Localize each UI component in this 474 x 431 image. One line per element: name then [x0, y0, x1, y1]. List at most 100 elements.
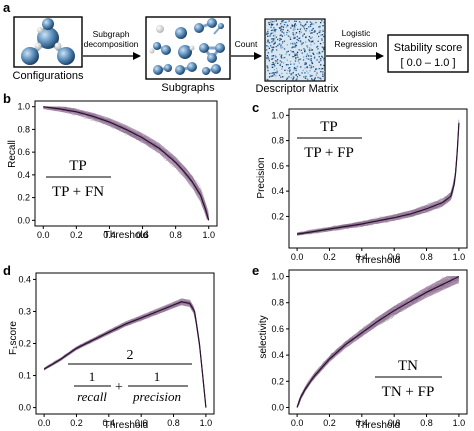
matrix-cell [295, 24, 297, 26]
subgraphs-label: Subgraphs [161, 82, 215, 94]
matrix-cell [289, 69, 291, 71]
matrix-cell [306, 21, 308, 23]
y-tick-label: 0.8 [17, 124, 30, 134]
y-tick-label: 0.3 [18, 306, 31, 316]
matrix-cell [308, 40, 311, 42]
y-tick-label: 0.2 [17, 193, 30, 203]
run-line-d [43, 303, 207, 408]
matrix-cell [273, 39, 275, 41]
matrix-cell [270, 21, 272, 23]
matrix-cell [281, 46, 284, 48]
matrix-cell [270, 45, 272, 47]
matrix-cell [322, 47, 325, 49]
matrix-cell [286, 51, 288, 53]
matrix-cell [276, 23, 278, 25]
matrix-cell [319, 59, 321, 61]
matrix-cell [274, 31, 276, 33]
matrix-cell [280, 55, 282, 57]
matrix-cell [305, 57, 308, 59]
matrix-cell [281, 54, 283, 56]
formula-e-denominator: TN + FP [382, 384, 435, 400]
run-line-e [296, 279, 459, 408]
x-tick-label: 0.8 [169, 230, 182, 240]
matrix-cell [280, 34, 282, 36]
x-tick-label: 0.6 [388, 418, 401, 428]
band-e [297, 276, 459, 408]
y-tick-label: 0.4 [18, 274, 31, 284]
matrix-cell [286, 77, 289, 79]
matrix-cell [293, 69, 295, 71]
matrix-cell [292, 51, 294, 53]
configurations-molecule-icon [21, 18, 75, 65]
y-tick-label: 0.2 [271, 376, 284, 386]
matrix-cell [309, 70, 311, 72]
matrix-cell [267, 67, 269, 70]
matrix-cell [299, 37, 301, 39]
matrix-cell [271, 58, 273, 60]
matrix-cell [309, 51, 311, 53]
run-line-b [43, 106, 209, 221]
matrix-cell [323, 58, 325, 60]
matrix-cell [272, 61, 274, 64]
matrix-cell [293, 46, 295, 48]
matrix-cell [306, 70, 308, 72]
run-line-b [43, 106, 209, 220]
y-tick-label: 0.6 [17, 147, 30, 157]
panel-letter-b: b [3, 91, 11, 106]
run-line-e [296, 277, 459, 408]
run-line-e [296, 277, 459, 408]
matrix-cell [266, 32, 268, 34]
formula-d-right-denominator: precision [132, 389, 181, 404]
matrix-cell [297, 73, 300, 75]
matrix-cell [296, 38, 298, 41]
regression-label-line1: Logistic [342, 28, 372, 38]
matrix-cell [323, 46, 325, 48]
regression-label-line2: Regression [335, 39, 378, 49]
x-tick-label: 0.0 [291, 252, 304, 262]
matrix-cell [282, 28, 284, 31]
matrix-cell [305, 55, 308, 57]
matrix-cell [268, 22, 270, 24]
run-line-b [43, 106, 209, 218]
matrix-cell [291, 47, 293, 49]
matrix-cell [319, 77, 321, 79]
matrix-cell [273, 75, 275, 77]
matrix-cell [280, 30, 282, 32]
matrix-cell [266, 66, 269, 68]
matrix-cell [320, 34, 323, 36]
band-d [44, 298, 206, 408]
matrix-cell [317, 48, 319, 50]
matrix-cell [267, 69, 269, 72]
panel-letter-d: d [3, 263, 11, 278]
formula-e: TN TN + FP [375, 358, 442, 400]
matrix-cell [302, 59, 305, 61]
formula-c-numerator: TP [320, 119, 338, 135]
matrix-cell [302, 42, 304, 44]
descriptor-matrix-pattern [266, 20, 326, 81]
matrix-cell [286, 72, 288, 75]
matrix-cell [288, 54, 291, 56]
matrix-cell [309, 25, 312, 27]
matrix-cell [301, 72, 303, 74]
matrix-cell [310, 66, 313, 68]
matrix-cell [273, 73, 276, 75]
matrix-cell [287, 35, 290, 37]
matrix-cell [321, 20, 323, 22]
matrix-cell [273, 66, 275, 68]
matrix-cell [280, 28, 282, 31]
matrix-cell [322, 71, 324, 73]
matrix-cell [305, 62, 307, 64]
x-tick-label: 0.6 [135, 418, 148, 428]
matrix-cell [266, 49, 268, 51]
matrix-cell [323, 70, 325, 73]
recall-chart: b Recall Threshold TP TP + FN 0.0 0.2 0.4 0… [3, 91, 218, 241]
band-b [43, 106, 209, 221]
run-line-c [296, 122, 460, 235]
matrix-cell [278, 43, 281, 45]
run-line-b [43, 106, 209, 220]
matrix-cell [309, 64, 311, 66]
matrix-cell [287, 64, 289, 66]
matrix-cell [286, 78, 288, 80]
run-line-b [43, 106, 209, 220]
